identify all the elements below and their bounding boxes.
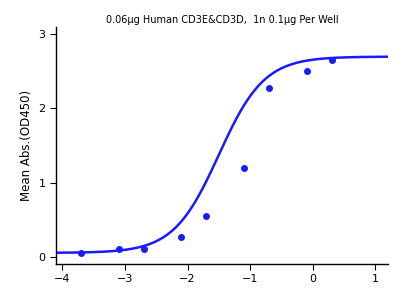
Title: 0.06μg Human CD3E&CD3D,  1n 0.1μg Per Well: 0.06μg Human CD3E&CD3D, 1n 0.1μg Per Wel… [106,15,338,25]
Y-axis label: Mean Abs.(OD450): Mean Abs.(OD450) [20,90,33,201]
